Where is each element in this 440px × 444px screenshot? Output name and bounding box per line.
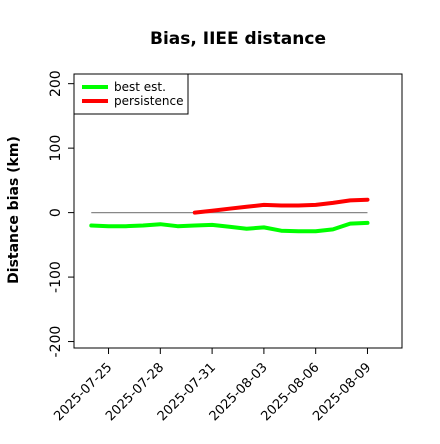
legend-box — [73, 73, 189, 115]
legend-label-persistence: persistence — [114, 94, 183, 108]
y-tick-label: -100 — [48, 261, 64, 293]
series-line-best-est — [89, 220, 370, 234]
y-tick-label: -200 — [48, 326, 64, 358]
y-axis: -200 -100 0 100 200 — [48, 70, 74, 357]
legend: best est. persistence — [73, 73, 189, 115]
legend-label-best-est: best est. — [114, 80, 166, 94]
y-axis-label: Distance bias (km) — [6, 136, 22, 284]
series-layer — [89, 197, 370, 234]
plot-area — [73, 73, 403, 349]
series-line-persistence — [192, 197, 370, 215]
x-axis: 2025-07-252025-07-282025-07-312025-08-03… — [51, 348, 374, 424]
y-tick-label: 200 — [48, 70, 64, 97]
y-tick-label: 100 — [48, 135, 64, 162]
chart-title: Bias, IIEE distance — [150, 29, 326, 49]
y-tick-label: 0 — [48, 208, 64, 217]
